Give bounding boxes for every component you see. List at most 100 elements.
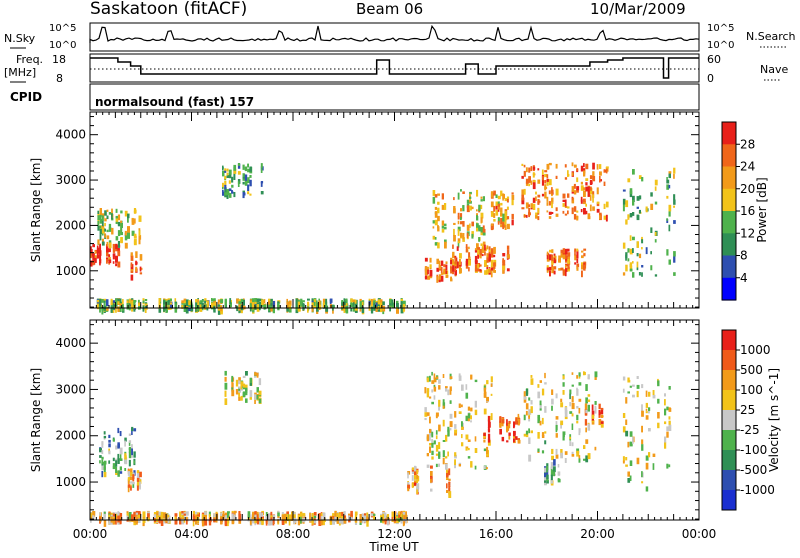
velocity-echo-cell <box>132 472 135 476</box>
velocity-echo-cell <box>569 441 572 446</box>
velocity-echo-cell <box>103 460 107 465</box>
power-echo-cell <box>101 225 105 228</box>
power-echo-cell <box>596 187 599 195</box>
power-echo-cell <box>560 249 563 253</box>
velocity-echo-cell <box>135 516 139 522</box>
power-echo-cell <box>311 299 314 304</box>
power-echo-cell <box>424 269 428 276</box>
power-echo-cell <box>654 232 657 236</box>
velocity-echo-cell <box>445 386 448 392</box>
velocity-colorbar-frame <box>721 329 737 511</box>
power-echo-cell <box>493 265 496 269</box>
velocity-echo-cell <box>261 512 263 517</box>
power-echo-cell <box>654 201 658 205</box>
power-echo-cell <box>307 301 310 307</box>
velocity-echo-cell <box>252 515 255 522</box>
velocity-echo-cell <box>197 512 199 515</box>
velocity-echo-cell <box>185 511 189 516</box>
power-echo-cell <box>493 190 496 196</box>
velocity-echo-cell <box>414 466 417 472</box>
velocity-echo-cell <box>578 430 581 436</box>
power-echo-cell <box>437 207 440 214</box>
velocity-echo-cell <box>587 453 591 460</box>
velocity-echo-cell <box>277 514 280 518</box>
velocity-echo-cell <box>128 459 131 467</box>
power-echo-cell <box>553 253 556 257</box>
velocity-echo-cell <box>629 475 632 481</box>
power-echo-cell <box>551 261 554 265</box>
velocity-echo-cell <box>249 514 252 521</box>
velocity-echo-cell <box>490 383 493 387</box>
power-echo-cell <box>558 255 561 263</box>
power-echo-cell <box>479 269 482 272</box>
velocity-echo-cell <box>523 391 526 397</box>
velocity-echo-cell <box>525 403 529 410</box>
velocity-echo-cell <box>128 512 132 519</box>
velocity-echo-cell <box>245 398 248 403</box>
velocity-echo-cell <box>541 417 544 425</box>
velocity-echo-cell <box>235 379 239 387</box>
velocity-echo-cell <box>578 428 581 433</box>
power-echo-cell <box>625 254 627 261</box>
velocity-echo-cell <box>571 403 575 410</box>
power-echo-cell <box>90 252 92 259</box>
power-echo-cell <box>247 179 250 183</box>
velocity-echo-cell <box>343 511 346 516</box>
velocity-colorbar-tick-label: -100 <box>740 443 767 457</box>
power-echo-cell <box>307 307 309 313</box>
power-echo-cell <box>567 259 570 264</box>
power-echo-cell <box>133 300 136 303</box>
power-echo-cell <box>528 208 531 215</box>
power-echo-cell <box>465 246 468 253</box>
velocity-echo-cell <box>398 513 401 519</box>
power-echo-cell <box>605 166 609 169</box>
power-echo-cell <box>195 302 198 310</box>
power-echo-cell <box>562 253 566 260</box>
power-echo-cell <box>493 219 496 222</box>
power-echo-cell <box>486 245 489 250</box>
power-echo-cell <box>506 206 509 210</box>
velocity-echo-cell <box>576 420 579 424</box>
power-echo-cell <box>432 226 435 229</box>
velocity-echo-cell <box>467 406 470 411</box>
power-echo-cell <box>521 194 524 201</box>
power-echo-cell <box>108 262 111 265</box>
power-echo-cell <box>237 171 241 175</box>
power-echo-cell <box>260 181 263 187</box>
power-echo-cell <box>259 298 262 302</box>
power-echo-cell <box>585 163 589 170</box>
power-echo-cell <box>427 266 429 271</box>
power-y-axis-label: Slant Range [km] <box>29 158 43 262</box>
velocity-echo-cell <box>402 512 406 515</box>
power-echo-cell <box>106 235 110 240</box>
power-echo-cell <box>506 254 510 259</box>
velocity-echo-cell <box>224 370 227 376</box>
power-echo-cell <box>115 208 118 213</box>
freq-trace <box>90 57 699 79</box>
power-echo-cell <box>454 257 457 265</box>
velocity-echo-cell <box>668 416 671 420</box>
velocity-echo-cell <box>174 518 178 525</box>
velocity-echo-cell <box>550 462 554 470</box>
velocity-echo-cell <box>373 513 376 516</box>
power-echo-cell <box>497 217 500 223</box>
velocity-echo-cell <box>449 400 452 404</box>
power-echo-cell <box>650 251 652 255</box>
power-echo-cell <box>581 262 584 267</box>
velocity-echo-cell <box>470 461 473 468</box>
power-echo-cell <box>500 217 503 225</box>
power-echo-cell <box>131 302 134 307</box>
velocity-plot-area <box>90 320 699 520</box>
power-echo-cell <box>213 305 216 312</box>
velocity-echo-cell <box>343 517 347 524</box>
velocity-echo-cell <box>539 400 542 406</box>
power-echo-cell <box>477 247 481 251</box>
power-echo-cell <box>469 196 472 199</box>
velocity-echo-cell <box>139 471 142 478</box>
velocity-echo-cell <box>92 515 95 520</box>
velocity-echo-cell <box>136 485 139 491</box>
power-echo-cell <box>632 248 634 253</box>
power-echo-cell <box>596 202 600 207</box>
velocity-echo-cell <box>506 440 509 443</box>
